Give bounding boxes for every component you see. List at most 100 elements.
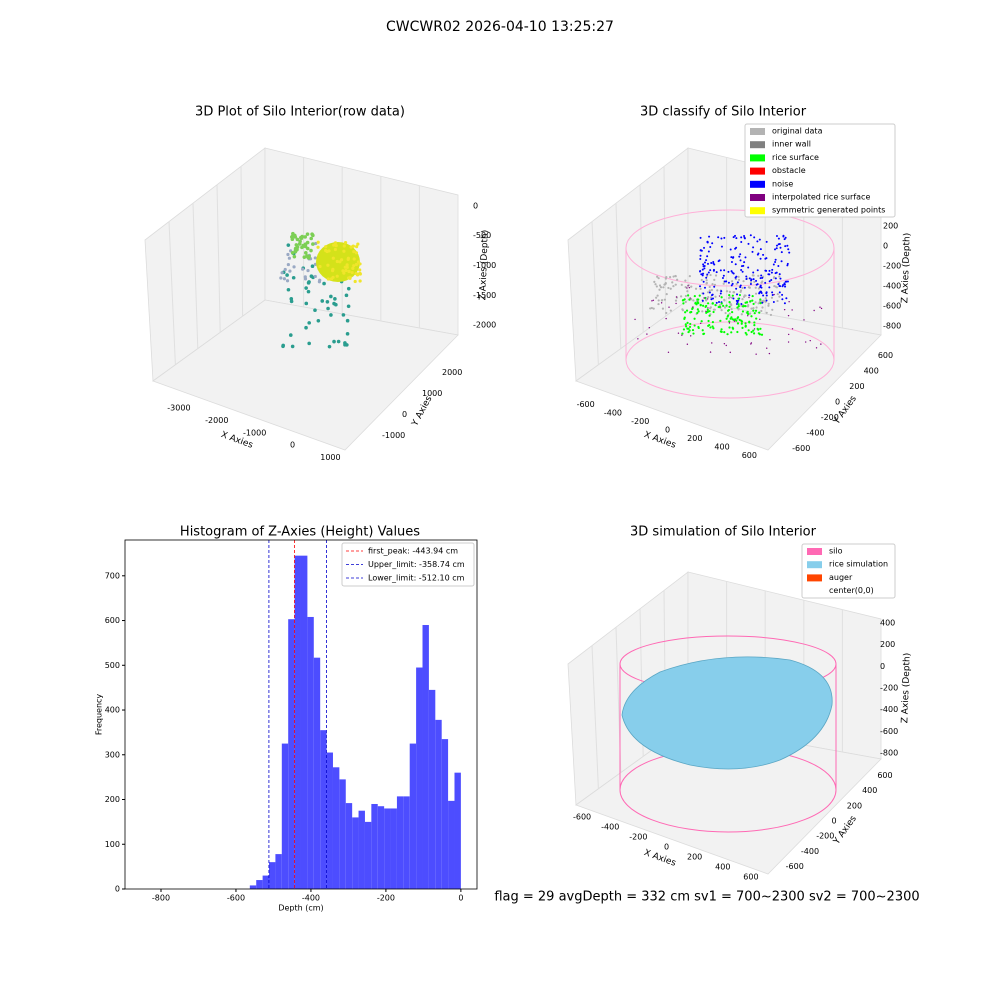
- y-tick-label: 0: [402, 410, 407, 419]
- point: [653, 280, 656, 284]
- point: [771, 308, 774, 311]
- point: [753, 280, 756, 283]
- point: [689, 322, 692, 326]
- point: [773, 293, 775, 296]
- point: [749, 282, 752, 285]
- histogram-bar: [281, 743, 289, 889]
- point: [665, 317, 667, 320]
- point: [737, 297, 740, 300]
- point: [703, 286, 706, 289]
- histogram-bar: [428, 689, 436, 889]
- point: [730, 270, 733, 273]
- point: [759, 248, 762, 251]
- point: [755, 306, 758, 309]
- point: [306, 268, 310, 273]
- legend-swatch: [750, 167, 765, 175]
- histogram-bar: [358, 810, 365, 889]
- point: [300, 234, 304, 239]
- point: [786, 262, 789, 265]
- legend-label: Upper_limit: -358.74 cm: [368, 560, 465, 569]
- histogram-bar: [422, 625, 429, 889]
- point: [779, 277, 782, 280]
- point: [689, 297, 691, 299]
- point: [749, 281, 753, 284]
- point: [690, 310, 693, 314]
- point: [306, 256, 311, 260]
- point: [754, 301, 757, 304]
- point: [753, 328, 756, 330]
- point: [759, 298, 762, 301]
- point: [756, 269, 759, 272]
- legend-swatch: [750, 154, 765, 162]
- chart-title: 3D simulation of Silo Interior: [630, 525, 817, 540]
- point: [741, 326, 744, 329]
- histogram-bar: [294, 555, 301, 889]
- point: [780, 251, 783, 254]
- point: [760, 292, 763, 295]
- point: [683, 316, 686, 319]
- point: [720, 309, 723, 312]
- point: [759, 327, 762, 330]
- point: [716, 289, 719, 292]
- point: [735, 302, 738, 305]
- y-tick-label: 0: [832, 817, 837, 826]
- point: [663, 298, 666, 301]
- point: [301, 243, 306, 248]
- point: [684, 286, 687, 289]
- point: [692, 332, 695, 335]
- point: [291, 275, 296, 280]
- point: [335, 259, 339, 264]
- point: [290, 344, 295, 349]
- point: [719, 319, 722, 322]
- point: [701, 299, 704, 302]
- point: [327, 249, 331, 253]
- point: [748, 321, 751, 324]
- x-axis-label: Depth (cm): [278, 904, 323, 913]
- point: [712, 297, 715, 300]
- point: [768, 269, 771, 272]
- y-tick-label: 100: [105, 840, 120, 849]
- point: [728, 300, 731, 304]
- point: [289, 299, 294, 304]
- point: [313, 308, 317, 313]
- histogram-bar: [326, 752, 333, 889]
- point: [765, 291, 768, 294]
- point: [725, 304, 728, 307]
- point: [723, 306, 727, 309]
- point: [770, 278, 773, 281]
- point: [657, 277, 660, 280]
- point: [787, 333, 790, 336]
- point: [706, 273, 709, 276]
- point: [786, 244, 789, 247]
- point: [671, 281, 674, 284]
- point: [765, 299, 768, 302]
- point: [779, 246, 782, 249]
- point: [767, 304, 770, 307]
- point: [727, 270, 730, 273]
- point: [769, 313, 773, 317]
- point: [648, 327, 650, 329]
- point: [736, 322, 740, 325]
- point: [739, 284, 742, 287]
- histogram-bar: [448, 800, 455, 889]
- point: [728, 320, 731, 323]
- pane-rule: [216, 184, 221, 333]
- point: [309, 236, 314, 241]
- point: [669, 276, 672, 279]
- point: [681, 334, 683, 336]
- point: [718, 259, 721, 262]
- z-tick-label: 0: [883, 242, 888, 251]
- y-tick-label: 500: [105, 661, 120, 670]
- point: [714, 274, 718, 277]
- point: [715, 301, 718, 304]
- point: [752, 332, 756, 335]
- point: [710, 262, 713, 265]
- z-tick-label: -2000: [473, 321, 496, 330]
- point: [699, 236, 702, 239]
- point: [713, 283, 717, 286]
- point: [657, 299, 660, 302]
- point: [718, 305, 722, 308]
- point: [295, 247, 299, 252]
- y-axis-label: Frequency: [95, 694, 104, 736]
- point: [751, 299, 754, 302]
